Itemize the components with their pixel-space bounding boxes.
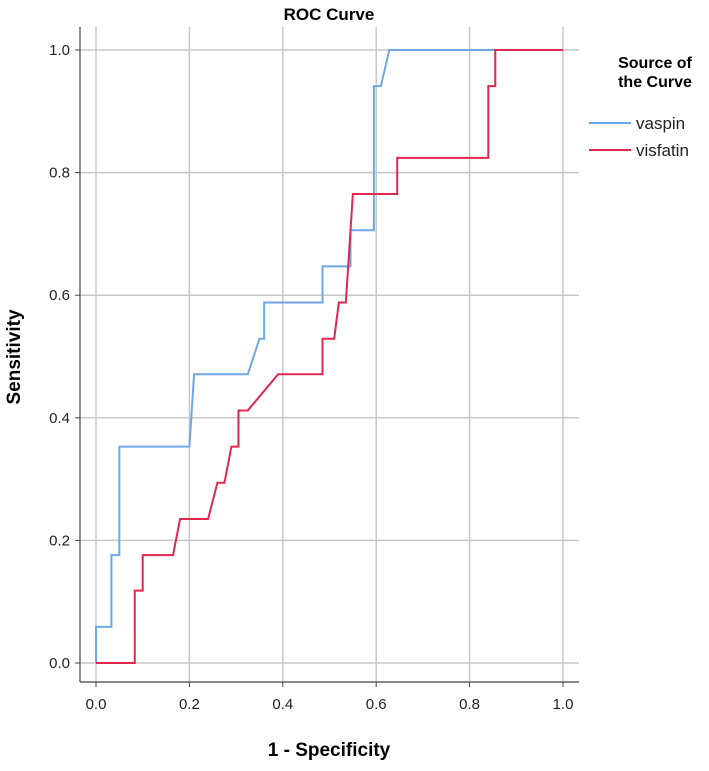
legend-label-visfatin: visfatin <box>636 141 689 160</box>
series-layer <box>95 49 563 664</box>
x-tick-label: 0.6 <box>366 696 387 713</box>
y-tick-label: 0.4 <box>49 410 70 427</box>
y-tick-label: 0.8 <box>49 165 70 182</box>
y-axis-label: Sensitivity <box>4 309 25 404</box>
legend-items: vaspin visfatin <box>589 114 689 160</box>
y-tick-label: 0.0 <box>49 655 70 672</box>
legend-label-vaspin: vaspin <box>636 114 685 133</box>
x-axis-label: 1 - Specificity <box>268 740 391 761</box>
axis-frame <box>79 27 579 683</box>
legend: Source of the Curve vaspin visfatin <box>589 55 693 160</box>
y-tick-label: 1.0 <box>49 42 70 59</box>
x-tick-label: 0.4 <box>272 696 293 713</box>
x-tick-label: 0.0 <box>86 696 107 713</box>
plot-background <box>80 27 579 682</box>
series-line-visfatin <box>96 49 563 664</box>
y-tick-label: 0.6 <box>49 287 70 304</box>
plot-area <box>80 27 579 682</box>
legend-title: Source of the Curve <box>618 55 692 91</box>
y-axis-ticks: 0.0 0.2 0.4 0.6 0.8 1.0 <box>49 42 80 672</box>
series-line-vaspin <box>95 49 563 663</box>
x-tick-label: 0.8 <box>459 696 480 713</box>
x-tick-label: 0.2 <box>179 696 200 713</box>
y-tick-label: 0.2 <box>49 532 70 549</box>
grid-lines <box>80 27 579 682</box>
x-axis-ticks: 0.0 0.2 0.4 0.6 0.8 1.0 <box>86 682 574 713</box>
x-tick-label: 1.0 <box>553 696 574 713</box>
chart-title: ROC Curve <box>284 5 375 24</box>
